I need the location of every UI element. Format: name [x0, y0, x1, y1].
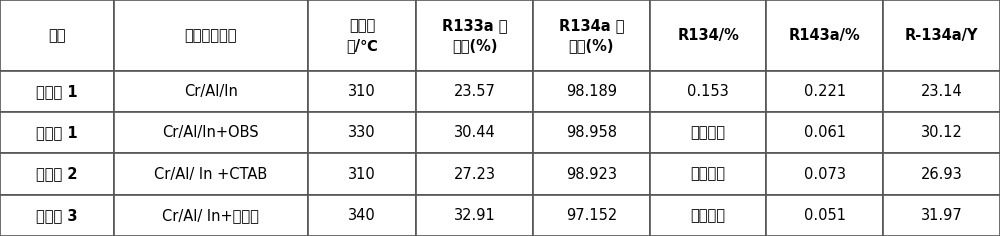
Text: 实施例 2: 实施例 2: [36, 167, 78, 181]
Text: 23.14: 23.14: [921, 84, 962, 99]
Bar: [533, 112, 650, 153]
Text: 23.57: 23.57: [454, 84, 496, 99]
Bar: [114, 0, 308, 71]
Text: 0.051: 0.051: [804, 208, 846, 223]
Text: 0.073: 0.073: [804, 167, 846, 181]
Bar: [883, 153, 1000, 195]
Bar: [308, 153, 416, 195]
Text: 0.221: 0.221: [804, 84, 846, 99]
Text: 未检测到: 未检测到: [691, 167, 726, 181]
Text: 310: 310: [348, 167, 376, 181]
Bar: [650, 195, 766, 236]
Bar: [533, 0, 650, 71]
Bar: [308, 0, 416, 71]
Text: R133a 转
化率(%): R133a 转 化率(%): [442, 18, 507, 53]
Bar: [114, 71, 308, 112]
Bar: [533, 153, 650, 195]
Bar: [114, 195, 308, 236]
Text: 未检测到: 未检测到: [691, 208, 726, 223]
Text: Cr/Al/In+OBS: Cr/Al/In+OBS: [162, 125, 259, 140]
Bar: [533, 71, 650, 112]
Bar: [766, 195, 883, 236]
Text: 实施例 1: 实施例 1: [36, 125, 78, 140]
Text: Cr/Al/ In+氧化铵: Cr/Al/ In+氧化铵: [162, 208, 259, 223]
Text: 310: 310: [348, 84, 376, 99]
Text: 30.12: 30.12: [921, 125, 963, 140]
Bar: [308, 195, 416, 236]
Text: 未检测到: 未检测到: [691, 125, 726, 140]
Bar: [883, 0, 1000, 71]
Text: 31.97: 31.97: [921, 208, 962, 223]
Text: Cr/Al/ In +CTAB: Cr/Al/ In +CTAB: [154, 167, 267, 181]
Text: 98.923: 98.923: [566, 167, 617, 181]
Text: 0.153: 0.153: [687, 84, 729, 99]
Bar: [416, 71, 533, 112]
Bar: [766, 112, 883, 153]
Text: 97.152: 97.152: [566, 208, 617, 223]
Bar: [533, 195, 650, 236]
Text: 340: 340: [348, 208, 376, 223]
Text: 编号: 编号: [48, 28, 66, 43]
Bar: [883, 71, 1000, 112]
Bar: [650, 71, 766, 112]
Text: 98.189: 98.189: [566, 84, 617, 99]
Bar: [114, 153, 308, 195]
Text: 金属元素组成: 金属元素组成: [185, 28, 237, 43]
Text: 26.93: 26.93: [921, 167, 962, 181]
Bar: [650, 0, 766, 71]
Bar: [650, 153, 766, 195]
Text: 27.23: 27.23: [454, 167, 496, 181]
Bar: [0, 153, 114, 195]
Bar: [883, 195, 1000, 236]
Bar: [308, 71, 416, 112]
Bar: [308, 112, 416, 153]
Bar: [0, 195, 114, 236]
Text: R134/%: R134/%: [677, 28, 739, 43]
Text: R143a/%: R143a/%: [789, 28, 861, 43]
Text: 0.061: 0.061: [804, 125, 846, 140]
Text: 98.958: 98.958: [566, 125, 617, 140]
Bar: [114, 112, 308, 153]
Bar: [650, 112, 766, 153]
Bar: [766, 153, 883, 195]
Text: 330: 330: [348, 125, 376, 140]
Text: 30.44: 30.44: [454, 125, 495, 140]
Text: R-134a/Y: R-134a/Y: [905, 28, 978, 43]
Bar: [0, 71, 114, 112]
Bar: [766, 0, 883, 71]
Bar: [0, 0, 114, 71]
Bar: [416, 112, 533, 153]
Bar: [416, 153, 533, 195]
Bar: [0, 112, 114, 153]
Bar: [766, 71, 883, 112]
Text: 对比例 1: 对比例 1: [36, 84, 78, 99]
Bar: [883, 112, 1000, 153]
Bar: [416, 0, 533, 71]
Text: 32.91: 32.91: [454, 208, 495, 223]
Text: R134a 选
择性(%): R134a 选 择性(%): [559, 18, 624, 53]
Text: Cr/Al/In: Cr/Al/In: [184, 84, 238, 99]
Text: 反应温
度/℃: 反应温 度/℃: [346, 18, 378, 53]
Text: 实施例 3: 实施例 3: [36, 208, 78, 223]
Bar: [416, 195, 533, 236]
